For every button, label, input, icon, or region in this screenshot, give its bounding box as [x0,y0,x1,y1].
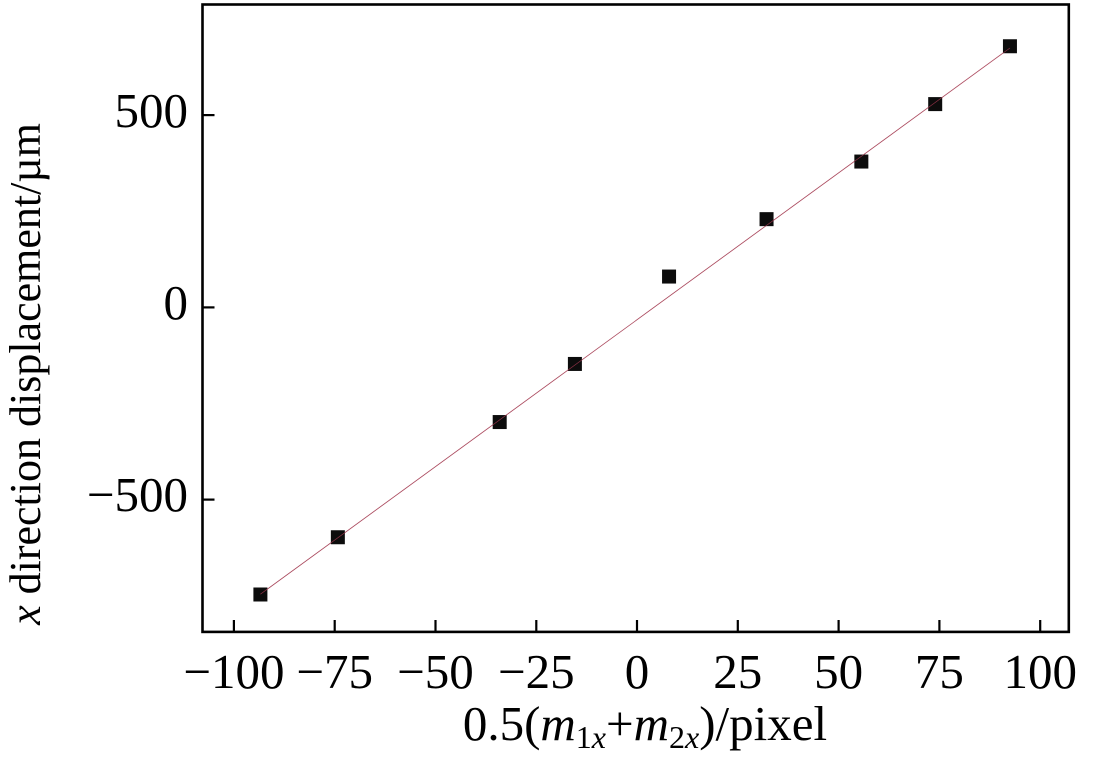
svg-text:100: 100 [1003,644,1077,699]
svg-text:75: 75 [915,644,964,699]
svg-text:50: 50 [814,644,863,699]
svg-text:0: 0 [625,644,650,699]
svg-text:0.5(m1x+m2x)/pixel: 0.5(m1x+m2x)/pixel [463,696,827,755]
svg-text:25: 25 [713,644,762,699]
svg-text:500: 500 [115,83,189,138]
svg-text:0: 0 [164,275,189,330]
svg-text:x direction displacement/µm: x direction displacement/µm [1,123,50,626]
svg-text:−50: −50 [397,644,474,699]
svg-text:−75: −75 [296,644,373,699]
svg-text:−25: −25 [498,644,575,699]
svg-text:−100: −100 [183,644,284,699]
svg-text:−500: −500 [87,467,188,522]
